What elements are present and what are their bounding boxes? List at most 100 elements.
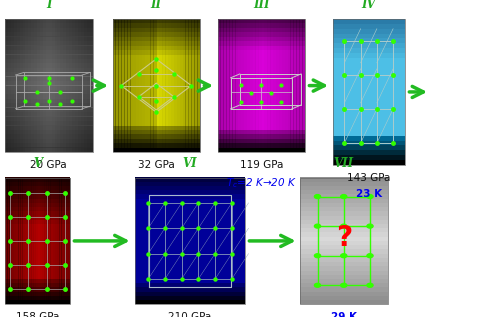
Bar	[273, 19, 276, 152]
Circle shape	[314, 224, 320, 228]
Bar	[300, 262, 388, 266]
Bar	[332, 140, 405, 146]
Bar	[135, 253, 245, 258]
Bar	[279, 19, 282, 152]
Bar	[16, 178, 18, 304]
Bar	[300, 253, 388, 258]
Bar	[112, 143, 200, 148]
Bar	[332, 92, 405, 97]
Bar	[5, 245, 70, 249]
Bar	[34, 19, 37, 152]
Bar	[5, 178, 8, 304]
Bar	[29, 178, 32, 304]
Bar	[300, 300, 388, 304]
Bar	[194, 19, 198, 152]
Bar	[5, 50, 92, 55]
Bar	[332, 121, 405, 126]
Text: 210 GPa: 210 GPa	[168, 312, 212, 317]
Bar	[31, 178, 34, 304]
Bar	[5, 219, 70, 224]
Bar	[244, 19, 247, 152]
Bar	[332, 155, 405, 160]
Bar	[26, 19, 29, 152]
Bar	[220, 19, 224, 152]
Bar	[332, 62, 405, 68]
Bar	[112, 63, 200, 68]
Text: 143 GPa: 143 GPa	[347, 173, 391, 183]
Bar	[332, 43, 405, 48]
Bar	[135, 211, 245, 216]
Bar	[300, 224, 388, 228]
Circle shape	[340, 224, 347, 228]
Bar	[5, 257, 70, 262]
Bar	[57, 178, 59, 304]
Bar	[218, 28, 305, 32]
Bar	[135, 245, 245, 249]
Bar	[5, 36, 92, 41]
Bar	[180, 19, 183, 152]
Text: V: V	[33, 157, 42, 170]
Bar	[135, 236, 245, 241]
Bar	[135, 215, 245, 220]
Bar	[135, 241, 245, 245]
Bar	[218, 19, 305, 152]
Bar	[224, 19, 227, 152]
Bar	[33, 178, 36, 304]
Bar	[81, 19, 84, 152]
Bar	[252, 19, 256, 152]
Bar	[218, 45, 305, 50]
Bar	[130, 19, 134, 152]
Bar	[5, 300, 70, 304]
Bar	[8, 19, 12, 152]
Bar	[135, 228, 245, 232]
Bar	[68, 178, 70, 304]
Bar	[11, 19, 14, 152]
Bar	[5, 253, 70, 258]
Bar	[72, 19, 76, 152]
Text: $T_c$=2 K→20 K: $T_c$=2 K→20 K	[226, 176, 296, 190]
Bar	[135, 190, 245, 194]
Bar	[218, 99, 305, 103]
Bar	[40, 19, 43, 152]
Bar	[300, 215, 388, 220]
Bar	[112, 45, 200, 50]
Bar	[218, 63, 305, 68]
Bar	[182, 19, 186, 152]
Bar	[332, 33, 405, 38]
Bar	[5, 130, 92, 134]
Bar	[12, 178, 14, 304]
Bar	[135, 207, 245, 211]
Bar	[116, 19, 119, 152]
Text: 119 GPa: 119 GPa	[240, 160, 283, 170]
Bar	[332, 23, 405, 29]
Bar	[241, 19, 244, 152]
Circle shape	[367, 283, 373, 287]
Bar	[186, 19, 189, 152]
Bar	[135, 219, 245, 224]
Circle shape	[367, 254, 373, 258]
Bar	[112, 121, 200, 126]
Bar	[64, 178, 66, 304]
Bar	[218, 59, 305, 63]
Bar	[118, 19, 122, 152]
Bar	[300, 198, 388, 203]
Bar	[5, 45, 92, 50]
Bar	[135, 287, 245, 292]
Bar	[10, 178, 12, 304]
Bar	[332, 87, 405, 92]
Bar	[276, 19, 279, 152]
Bar	[299, 19, 302, 152]
Bar	[284, 19, 288, 152]
Bar	[43, 19, 46, 152]
Bar	[5, 143, 92, 148]
Bar	[332, 48, 405, 53]
Bar	[332, 53, 405, 58]
Bar	[20, 178, 23, 304]
Bar	[112, 94, 200, 99]
Text: IV: IV	[362, 0, 376, 11]
Bar	[332, 135, 405, 140]
Bar	[112, 90, 200, 94]
Bar	[300, 207, 388, 211]
Bar	[5, 262, 70, 266]
Bar	[112, 103, 200, 108]
